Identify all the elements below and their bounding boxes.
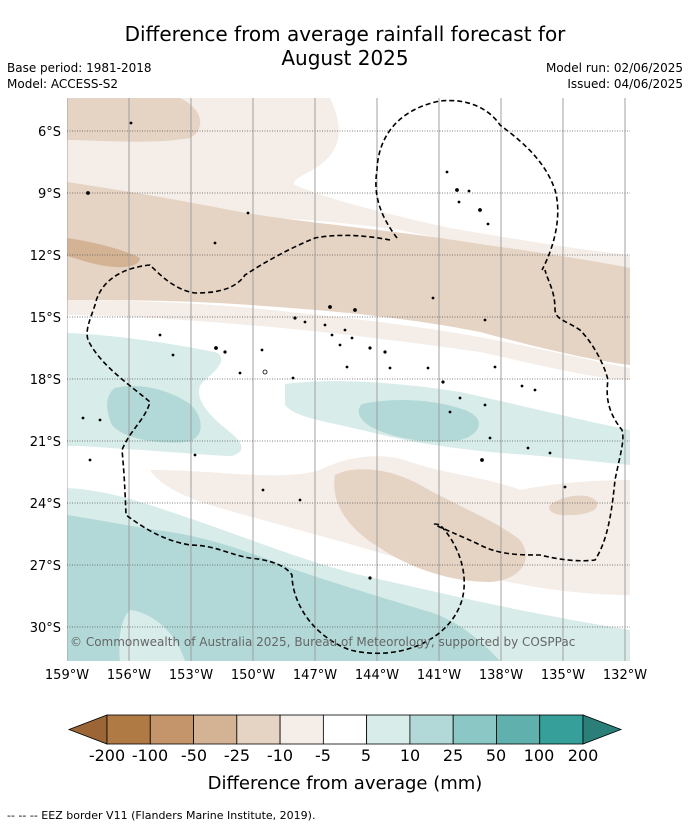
anomaly-patch-southeast [549,495,598,516]
run-info: Model run: 02/06/2025 Issued: 04/06/2025 [546,60,683,92]
colorbar-swatch [452,714,497,745]
map-panel: © Commonwealth of Australia 2025, Bureau… [67,98,630,661]
anomaly-patch-southwest-light [119,610,185,661]
colorbar-tick: -25 [224,746,250,765]
latitude-labels: 6°S 9°S 12°S 15°S 18°S 21°S 24°S 27°S 30… [30,125,61,636]
lon-label: 147°W [293,668,337,683]
anomaly-region-wet-south-medium [67,515,500,661]
lat-label: 27°S [30,559,61,574]
colorbar-swatch [279,714,324,745]
colorbar-tick: -50 [181,746,207,765]
lat-label: 15°S [30,311,61,326]
lon-label: 132°W [603,668,647,683]
eez-border-main [86,234,624,654]
model-run-date: Model run: 02/06/2025 [545,61,683,75]
lon-label: 156°W [107,668,151,683]
lat-label: 9°S [38,187,61,202]
colorbar-title: Difference from average (mm) [208,773,483,794]
anomaly-region-wet-central-medium [358,400,479,442]
anomaly-band-central-medium [67,182,630,365]
eez-footnote: -- -- -- EEZ border V11 (Flanders Marine… [7,809,316,822]
anomaly-band-north-medium [67,98,201,142]
lon-label: 144°W [355,668,399,683]
colorbar [67,714,623,745]
colorbar-tick: -5 [315,746,331,765]
lon-label: 150°W [231,668,275,683]
colorbar-tick: 10 [400,746,420,765]
anomaly-band-north-light [67,98,630,268]
lon-label: 141°W [417,668,461,683]
colorbar-tick: 25 [443,746,463,765]
map-title: Difference from average rainfall forecas… [0,22,690,70]
colorbar-tick: -200 [89,746,125,765]
colorbar-swatch [106,714,151,745]
colorbar-swatch [236,714,281,745]
colorbar-swatch [193,714,238,745]
model-info: Base period: 1981-2018 Model: ACCESS-S2 [7,60,152,92]
title-line-1: Difference from average rainfall forecas… [124,22,566,46]
lat-label: 12°S [30,249,61,264]
base-period: Base period: 1981-2018 [7,61,152,75]
colorbar-tick: 200 [568,746,599,765]
issued-date: Issued: 04/06/2025 [567,77,683,91]
anomaly-band-south-medium [334,469,526,582]
lat-label: 18°S [30,373,61,388]
colorbar-tick: 100 [524,746,555,765]
copyright-notice: © Commonwealth of Australia 2025, Bureau… [70,635,575,649]
colorbar-tick: 50 [486,746,506,765]
colorbar-swatch [366,714,411,745]
colorbar-tick: 5 [361,746,371,765]
longitude-gridlines [67,98,626,661]
colorbar-extend-low [67,714,108,745]
islands [81,121,567,580]
colorbar-extend-high [582,714,623,745]
colorbar-swatch [149,714,194,745]
colorbar-swatch [539,714,584,745]
colorbar-swatch [322,714,368,745]
lon-label: 153°W [169,668,213,683]
colorbar-swatch [496,714,541,745]
lat-label: 30°S [30,621,61,636]
lat-label: 24°S [30,497,61,512]
lon-label: 135°W [541,668,585,683]
colorbar-tick-labels: -200 -100 -50 -25 -10 -5 5 10 25 50 100 … [89,746,598,765]
anomaly-patch-west-strong [67,238,140,268]
anomaly-band-central-light [67,300,630,380]
anomaly-region-wet-west-medium [107,385,201,443]
model-name: Model: ACCESS-S2 [7,77,119,91]
lat-label: 6°S [38,125,61,140]
eez-border-north [375,99,559,271]
lat-label: 21°S [30,435,61,450]
longitude-labels: 159°W 156°W 153°W 150°W 147°W 144°W 141°… [45,668,647,683]
title-line-2: August 2025 [281,46,409,70]
colorbar-tick: -10 [267,746,293,765]
colorbar-swatch [409,714,454,745]
colorbar-tick: -100 [132,746,168,765]
lon-label: 159°W [45,668,89,683]
lon-label: 138°W [479,668,523,683]
